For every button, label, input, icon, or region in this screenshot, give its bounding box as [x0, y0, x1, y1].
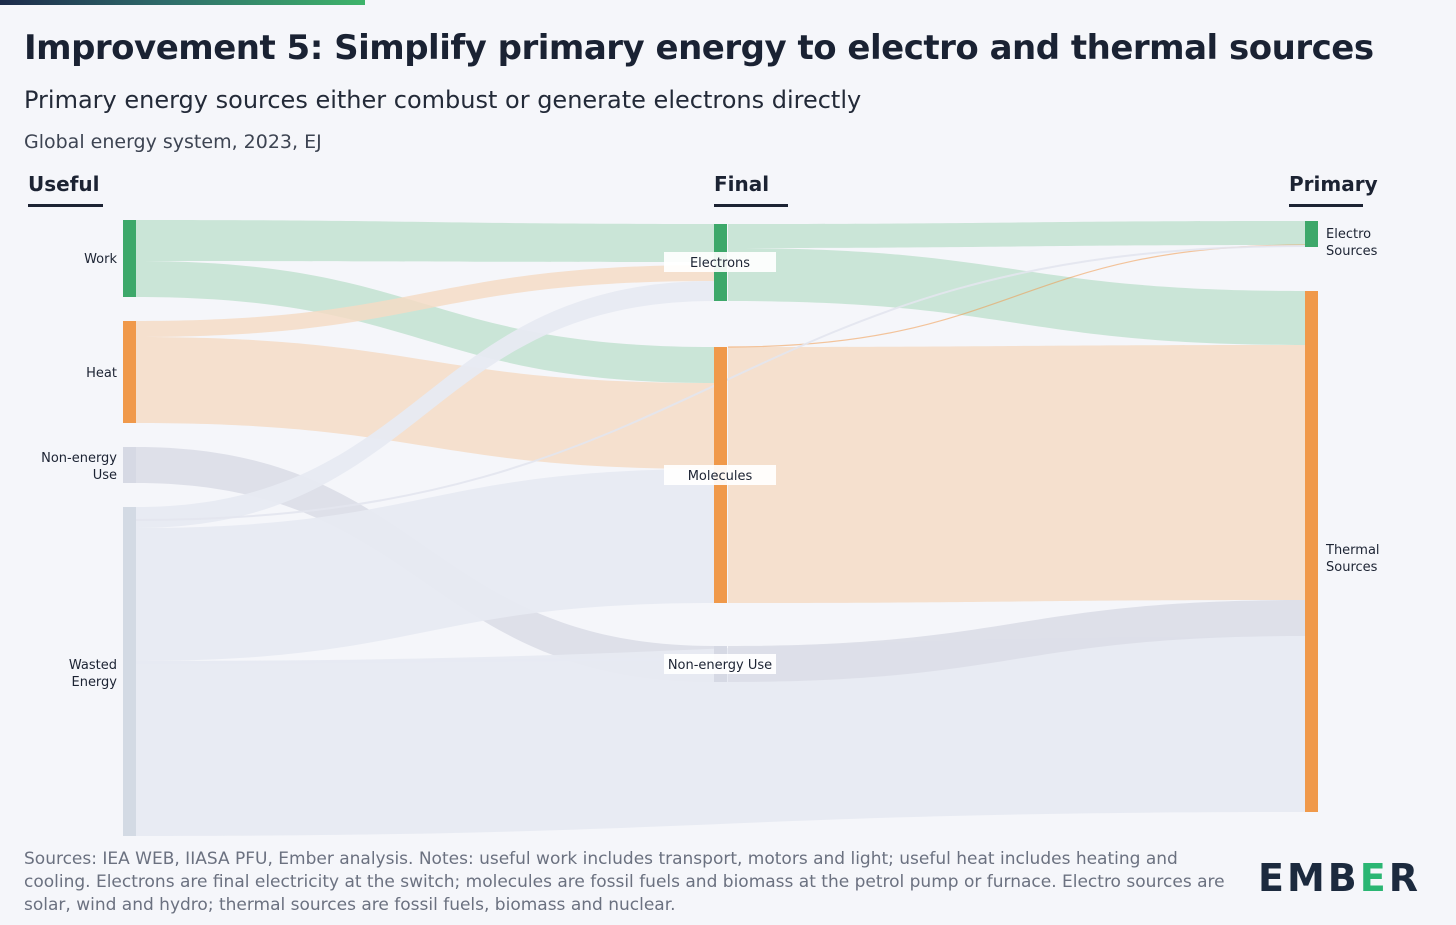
chart-subtitle: Primary energy sources either combust or…: [24, 86, 862, 114]
logo-text-start: EMB: [1258, 856, 1360, 900]
column-underline-useful: [28, 204, 103, 207]
column-header-useful: Useful: [28, 172, 100, 196]
label-box-nonenergy-final: [664, 654, 776, 674]
flow-work-molecules: [136, 261, 714, 383]
flow-wasted-thermal: [136, 636, 1305, 836]
label-nonenergy-final: Non-energy Use: [668, 658, 772, 673]
label-work: Work: [84, 252, 117, 267]
node-electro-sources: [1305, 221, 1318, 247]
node-nonenergy-useful: [123, 447, 136, 483]
label-heat: Heat: [86, 366, 117, 381]
label-thermal-line1: Thermal: [1325, 543, 1380, 558]
flow-wasted-molecules: [136, 469, 714, 661]
label-box-electrons: [664, 252, 776, 272]
logo-accent-letter: E: [1359, 856, 1389, 900]
chart-meta: Global energy system, 2023, EJ: [24, 131, 322, 153]
label-nonenergy-useful-line2: Use: [93, 468, 117, 483]
ember-logo: EMBER: [1258, 856, 1428, 906]
flow-nonenergy-thermal: [728, 600, 1305, 682]
node-thermal-sources: [1305, 291, 1318, 812]
label-molecules: Molecules: [688, 469, 753, 484]
column-header-primary: Primary: [1289, 172, 1378, 196]
label-electro-line2: Sources: [1326, 244, 1378, 259]
logo-text-end: R: [1388, 856, 1421, 900]
node-wasted-energy: [123, 507, 136, 836]
label-thermal-line2: Sources: [1326, 560, 1378, 575]
column-header-final: Final: [714, 172, 770, 196]
flow-molecules-thermal: [728, 345, 1305, 603]
top-accent-bar: [0, 0, 365, 5]
label-electrons: Electrons: [690, 256, 750, 271]
node-work: [123, 220, 136, 297]
chart-title: Improvement 5: Simplify primary energy t…: [24, 28, 1374, 68]
label-box-molecules: [664, 465, 776, 485]
label-wasted-line2: Energy: [71, 675, 117, 690]
label-wasted-line1: Wasted: [69, 658, 117, 673]
label-electro-line1: Electro: [1326, 227, 1371, 242]
column-underline-final: [714, 204, 788, 207]
footer-sources-notes: Sources: IEA WEB, IIASA PFU, Ember analy…: [24, 849, 1225, 915]
flow-work-electrons: [136, 220, 714, 262]
column-underline-primary: [1289, 204, 1363, 207]
flow-molecules-electro: [727, 244, 1306, 348]
flow-wasted-electrons: [136, 281, 714, 528]
label-nonenergy-useful-line1: Non-energy: [41, 451, 117, 466]
flow-heat-electrons: [136, 265, 714, 337]
flow-electrons-electro: [728, 221, 1305, 248]
node-heat: [123, 321, 136, 423]
